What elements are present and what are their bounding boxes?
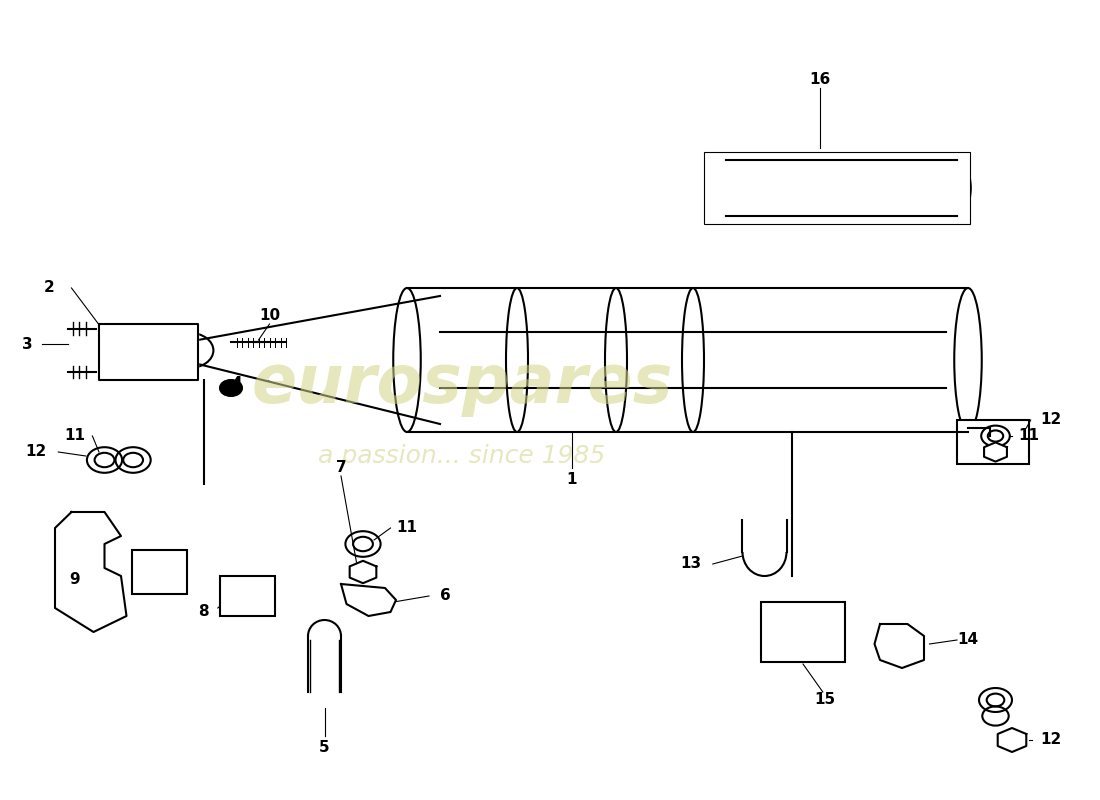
Polygon shape xyxy=(341,584,396,616)
Ellipse shape xyxy=(394,288,420,432)
Text: 11: 11 xyxy=(1018,429,1040,443)
Text: 7: 7 xyxy=(336,461,346,475)
Polygon shape xyxy=(984,442,1006,462)
Bar xyxy=(957,420,1028,464)
Text: 4: 4 xyxy=(231,377,242,391)
Bar xyxy=(761,602,845,662)
Text: 9: 9 xyxy=(69,573,80,587)
Text: a passion... since 1985: a passion... since 1985 xyxy=(318,444,606,468)
Ellipse shape xyxy=(955,288,981,432)
Text: 8: 8 xyxy=(198,605,209,619)
Text: 12: 12 xyxy=(1040,733,1062,747)
Text: 6: 6 xyxy=(440,589,451,603)
Polygon shape xyxy=(350,561,376,583)
Text: 5: 5 xyxy=(319,741,330,755)
Ellipse shape xyxy=(713,160,739,216)
Polygon shape xyxy=(874,624,924,668)
Circle shape xyxy=(220,380,242,396)
Polygon shape xyxy=(55,512,126,632)
Ellipse shape xyxy=(506,288,528,432)
Bar xyxy=(220,576,275,616)
Text: 10: 10 xyxy=(258,309,280,323)
Ellipse shape xyxy=(717,170,735,206)
Text: 1: 1 xyxy=(566,473,578,487)
Text: 14: 14 xyxy=(957,633,979,647)
Text: 2: 2 xyxy=(44,281,55,295)
Text: 11: 11 xyxy=(396,521,418,535)
Ellipse shape xyxy=(682,288,704,432)
Text: 16: 16 xyxy=(808,73,830,87)
Text: 15: 15 xyxy=(814,693,836,707)
Polygon shape xyxy=(998,728,1026,752)
Ellipse shape xyxy=(944,160,970,216)
Text: eurospares: eurospares xyxy=(251,351,673,417)
Ellipse shape xyxy=(605,288,627,432)
Polygon shape xyxy=(99,324,198,380)
Text: 11: 11 xyxy=(64,429,86,443)
Bar xyxy=(704,152,970,224)
Text: 12: 12 xyxy=(25,445,47,459)
Text: 3: 3 xyxy=(22,337,33,351)
Text: 12: 12 xyxy=(1040,413,1062,427)
Bar xyxy=(132,550,187,594)
Text: 13: 13 xyxy=(680,557,702,571)
